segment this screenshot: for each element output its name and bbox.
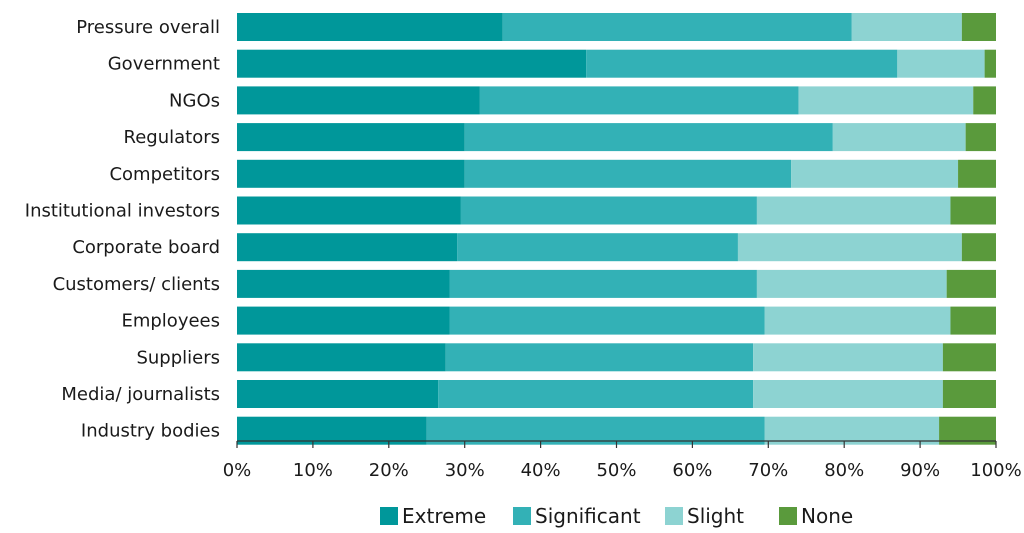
category-label: Institutional investors	[25, 201, 220, 222]
bar-slight-5	[756, 196, 951, 225]
x-tick-label: 70%	[748, 460, 788, 481]
bar-significant-0	[502, 13, 852, 41]
bar-extreme-5	[237, 196, 461, 225]
bar-none-8	[950, 306, 996, 335]
bar-extreme-8	[237, 306, 450, 335]
x-tick-label: 30%	[445, 460, 485, 481]
bar-significant-8	[449, 306, 765, 335]
bar-significant-5	[460, 196, 757, 225]
x-axis: 0% 10% 20% 30% 40% 50% 60% 70% 80% 90% 100%	[223, 440, 1022, 481]
x-tick-label: 60%	[672, 460, 712, 481]
bar-significant-7	[449, 269, 757, 298]
x-tick-label: 40%	[521, 460, 561, 481]
x-tick-label: 0%	[223, 460, 252, 481]
legend-swatch-slight	[665, 507, 683, 525]
category-label: Government	[108, 54, 220, 75]
category-label: NGOs	[169, 90, 220, 111]
x-tick-label: 80%	[824, 460, 864, 481]
bar-slight-9	[753, 343, 943, 372]
category-label: Suppliers	[136, 347, 220, 368]
bar-extreme-3	[237, 123, 465, 152]
bar-none-2	[973, 86, 996, 115]
x-tick-label: 10%	[293, 460, 333, 481]
x-tick-label: 90%	[900, 460, 940, 481]
bar-significant-2	[479, 86, 799, 115]
legend-label-slight: Slight	[687, 504, 744, 528]
bar-slight-7	[756, 269, 947, 298]
bar-none-0	[961, 13, 996, 41]
bar-none-5	[950, 196, 996, 225]
bar-significant-6	[457, 233, 738, 262]
bar-extreme-1	[237, 49, 587, 78]
bar-none-9	[942, 343, 996, 372]
bar-none-4	[958, 159, 996, 188]
bar-slight-0	[851, 13, 962, 41]
bar-extreme-9	[237, 343, 446, 372]
category-label: Pressure overall	[76, 17, 220, 38]
bar-slight-2	[798, 86, 974, 115]
bar-extreme-4	[237, 159, 465, 188]
x-tick-label: 100%	[970, 460, 1021, 481]
bar-slight-1	[897, 49, 985, 78]
category-label: Employees	[121, 311, 220, 332]
legend-label-significant: Significant	[535, 504, 641, 528]
category-labels: Pressure overall Government NGOs Regulators…	[25, 17, 220, 442]
x-tick-label: 50%	[596, 460, 636, 481]
bar-extreme-0	[237, 13, 503, 41]
category-label: Customers/ clients	[53, 274, 220, 295]
bar-significant-10	[438, 380, 754, 408]
bar-significant-1	[586, 49, 898, 78]
legend-swatch-none	[779, 507, 797, 525]
legend-label-none: None	[801, 504, 853, 528]
bar-extreme-6	[237, 233, 458, 262]
bar-extreme-7	[237, 269, 450, 298]
x-tick-label: 20%	[369, 460, 409, 481]
legend: Extreme Significant Slight None	[380, 504, 853, 528]
bar-slight-11	[764, 416, 940, 445]
bar-none-10	[942, 380, 996, 408]
bar-extreme-2	[237, 86, 480, 115]
bar-significant-4	[464, 159, 792, 188]
bar-none-6	[961, 233, 996, 262]
category-label: Media/ journalists	[61, 384, 220, 405]
legend-swatch-significant	[513, 507, 531, 525]
category-label: Regulators	[124, 127, 221, 148]
legend-swatch-extreme	[380, 507, 398, 525]
bar-extreme-10	[237, 380, 439, 408]
bar-slight-3	[832, 123, 966, 152]
bar-none-1	[984, 49, 996, 78]
bars-group	[237, 13, 996, 445]
legend-label-extreme: Extreme	[402, 504, 486, 528]
bar-significant-3	[464, 123, 833, 152]
category-label: Corporate board	[72, 237, 220, 258]
bar-none-7	[946, 269, 996, 298]
bar-significant-9	[445, 343, 754, 372]
bar-none-11	[939, 416, 996, 445]
bar-slight-10	[753, 380, 943, 408]
category-label: Industry bodies	[81, 421, 220, 442]
category-label: Competitors	[109, 164, 220, 185]
bar-extreme-11	[237, 416, 427, 445]
bar-none-3	[965, 123, 996, 152]
bar-slight-4	[791, 159, 959, 188]
bar-significant-11	[426, 416, 765, 445]
bar-slight-6	[737, 233, 962, 262]
bar-slight-8	[764, 306, 951, 335]
